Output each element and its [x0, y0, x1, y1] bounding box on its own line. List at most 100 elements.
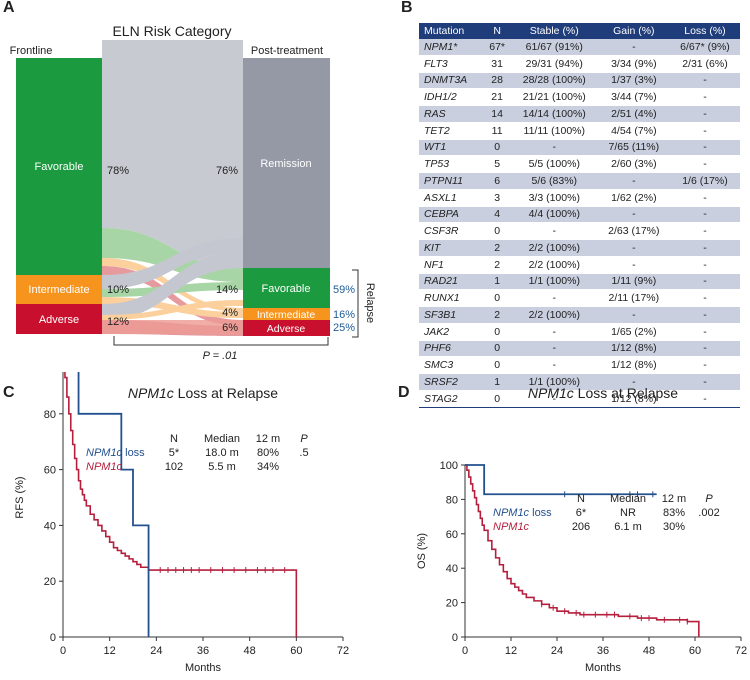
table-cell: -	[669, 273, 740, 291]
node-post-favorable	[243, 268, 330, 308]
table-cell: 1/12 (8%)	[597, 356, 670, 374]
table-cell: -	[669, 155, 740, 173]
km-line-npm1c	[465, 464, 700, 637]
table-cell: -	[669, 373, 740, 391]
table-cell: -	[597, 172, 670, 190]
table-cell: PHF6	[419, 340, 484, 358]
y-tick-label: 0	[452, 632, 458, 644]
table-cell: IDH1/2	[419, 88, 484, 106]
table-cell: -	[510, 289, 598, 307]
legend-header: Median	[204, 433, 240, 445]
table-cell: 6/67* (9%)	[669, 39, 740, 56]
y-tick-label: 100	[440, 460, 458, 472]
table-cell: 1/12 (8%)	[597, 340, 670, 358]
table-cell: 11	[483, 122, 511, 140]
table-cell: 0	[483, 340, 511, 358]
table-cell: 6	[483, 172, 511, 190]
y-tick-label: 80	[44, 409, 56, 421]
legend-name: NPM1c loss	[86, 447, 145, 459]
table-cell: CEBPA	[419, 206, 484, 224]
legend-name: NPM1c	[493, 521, 530, 533]
table-header-row: Mutation N Stable (%) Gain (%) Loss (%)	[419, 23, 740, 39]
y-tick-label: 0	[50, 632, 56, 644]
table-cell: 3	[483, 189, 511, 207]
table-cell: 31	[483, 55, 511, 73]
table-header-cell: Gain (%)	[597, 23, 670, 39]
legend-value: 5*	[169, 447, 180, 459]
table-cell: -	[597, 239, 670, 257]
table-cell: 2	[483, 239, 511, 257]
table-cell: -	[510, 323, 598, 341]
km-line-npm1c	[64, 372, 298, 637]
table-row: NF1 2 2/2 (100%) - -	[419, 256, 740, 274]
table-cell: 0	[483, 289, 511, 307]
table-cell: 1	[483, 273, 511, 291]
panel-label-b: B	[401, 0, 413, 16]
table-cell: -	[669, 390, 740, 408]
km-line-npm1c-loss	[77, 372, 150, 637]
table-cell: -	[597, 373, 670, 391]
table-cell: NF1	[419, 256, 484, 274]
table-cell: 1/1 (100%)	[510, 373, 598, 391]
post-treatment-label: Post-treatment	[251, 45, 323, 57]
table-cell: 0	[483, 356, 511, 374]
x-tick-label: 60	[689, 645, 701, 657]
legend-value: NR	[620, 507, 636, 519]
table-cell: -	[597, 306, 670, 324]
km-rfs-chart: NPM1c Loss at Relapse0204060801000122436…	[14, 372, 349, 674]
relapse-bracket	[352, 269, 359, 338]
table-cell: CSF3R	[419, 222, 484, 240]
pct-right-favorable: 14%	[216, 284, 238, 296]
x-tick-label: 24	[551, 645, 563, 657]
table-row: NPM1* 67* 61/67 (91%) -6/67* (9%)	[419, 39, 740, 56]
relapse-pct-adverse: 25%	[333, 322, 355, 334]
table-cell: 1/1 (100%)	[510, 273, 598, 291]
y-axis-label: RFS (%)	[14, 476, 26, 518]
table-cell: 2/2 (100%)	[510, 306, 598, 324]
table-cell: -	[669, 222, 740, 240]
table-cell: -	[669, 88, 740, 106]
table-cell: 28/28 (100%)	[510, 72, 598, 90]
table-row: ASXL1 3 3/3 (100%) 1/62 (2%) -	[419, 189, 740, 207]
table-row: RUNX1 0-2/11 (17%) -	[419, 289, 740, 307]
flow-adv-remission	[102, 252, 243, 320]
table-cell: -	[669, 122, 740, 140]
table-row: CEBPA 4 4/4 (100%) - -	[419, 206, 740, 224]
x-tick-label: 24	[150, 645, 162, 657]
legend-header: N	[577, 493, 585, 505]
km-line-npm1c-loss	[465, 464, 657, 496]
table-cell: -	[669, 206, 740, 224]
flow-fav-adverse	[102, 266, 243, 326]
table-cell: FLT3	[419, 55, 484, 73]
relapse-pct-favorable: 59%	[333, 284, 355, 296]
table-cell: 4/54 (7%)	[597, 122, 670, 140]
node-frontline-favorable	[16, 58, 102, 275]
table-cell: -	[510, 390, 598, 408]
legend-value: 5.5 m	[208, 461, 236, 473]
x-tick-label: 48	[244, 645, 256, 657]
table-cell: JAK2	[419, 323, 484, 341]
table-cell: 2/31 (6%)	[669, 55, 740, 73]
table-row: FLT3 31 29/31 (94%) 3/34 (9%) 2/31 (6%)	[419, 55, 740, 73]
table-cell: NPM1*	[419, 39, 484, 56]
table-row: IDH1/2 21 21/21 (100%) 3/44 (7%) -	[419, 88, 740, 106]
table-cell: -	[510, 356, 598, 374]
x-tick-label: 72	[735, 645, 747, 657]
legend-value: .002	[698, 507, 719, 519]
legend-value: 34%	[257, 461, 279, 473]
table-row: TET2 11 11/11 (100%) 4/54 (7%) -	[419, 122, 740, 140]
y-tick-label: 20	[446, 598, 458, 610]
table-cell: 5	[483, 155, 511, 173]
table-header-cell: Loss (%)	[669, 23, 740, 39]
y-tick-label: 80	[446, 494, 458, 506]
relapse-label: Relapse	[364, 283, 376, 323]
eln-sankey-diagram: ELN Risk Category Frontline Post-treatme…	[10, 23, 376, 362]
table-cell: 0	[483, 222, 511, 240]
table-cell: 21/21 (100%)	[510, 88, 598, 106]
table-cell: 5/6 (83%)	[510, 172, 598, 190]
table-cell: SMC3	[419, 356, 484, 374]
table-cell: 1/11 (9%)	[597, 273, 670, 291]
table-cell: 0	[483, 390, 511, 408]
node-label-post-adverse: Adverse	[267, 323, 306, 335]
table-row: JAK2 0-1/65 (2%) -	[419, 323, 740, 341]
